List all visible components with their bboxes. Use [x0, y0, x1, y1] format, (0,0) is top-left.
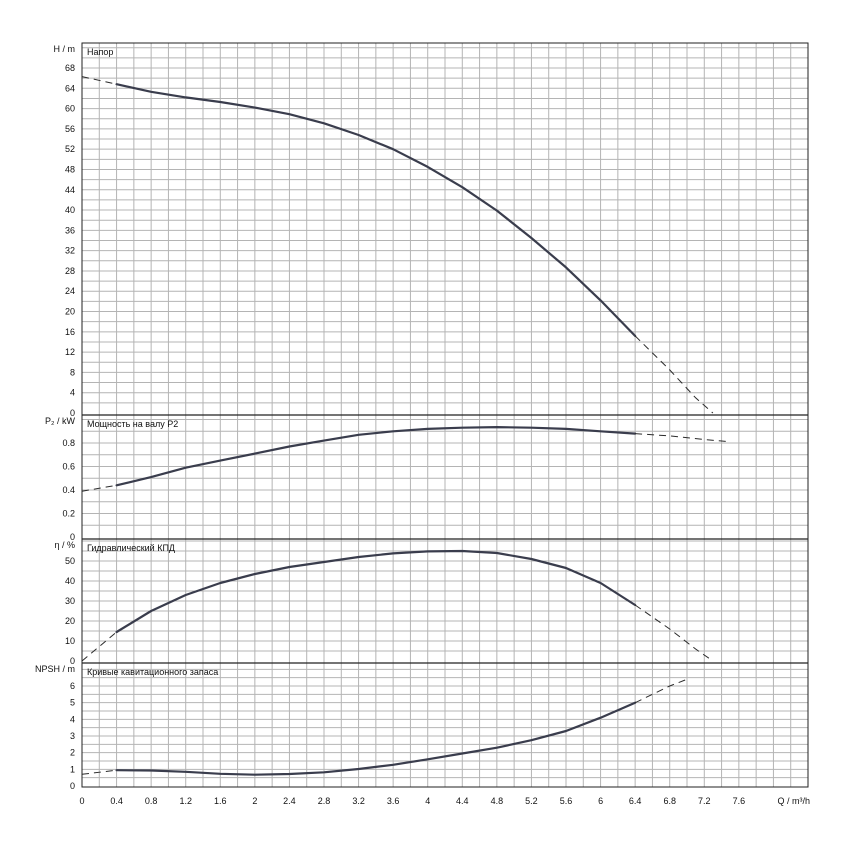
head-ytick-label: 12	[65, 347, 75, 357]
x-tick-label: 2	[252, 796, 257, 806]
power-ytick-label: 0	[70, 532, 75, 542]
power-ytick-label: 0.6	[62, 462, 75, 472]
curves-layer	[81, 76, 731, 776]
power-ytick-label: 0.8	[62, 438, 75, 448]
npsh-ytick-label: 5	[70, 698, 75, 708]
head-curve-extrapolated-end	[634, 335, 714, 414]
npsh-y-axis-label: NPSH / m	[35, 664, 75, 674]
x-tick-label: 6	[598, 796, 603, 806]
head-ytick-label: 0	[70, 408, 75, 418]
x-tick-label: 4	[425, 796, 430, 806]
efficiency-curve	[115, 549, 637, 634]
head-curve	[115, 83, 637, 337]
efficiency-curve-extrapolated-start	[81, 631, 117, 662]
head-panel-title: Напор	[87, 47, 113, 57]
npsh-ytick-label: 0	[70, 781, 75, 791]
x-tick-label: 6.8	[663, 796, 676, 806]
head-ytick-label: 8	[70, 367, 75, 377]
x-tick-label: 1.6	[214, 796, 227, 806]
head-y-axis-label: H / m	[54, 44, 76, 54]
x-tick-label: 5.6	[560, 796, 573, 806]
head-ytick-label: 60	[65, 104, 75, 114]
panel-titles-layer: Напор Мощность на валу P2 Гидравлический К…	[87, 47, 218, 677]
efficiency-ytick-label: 40	[65, 576, 75, 586]
head-ytick-label: 56	[65, 124, 75, 134]
power-y-axis-label: P₂ / kW	[45, 416, 75, 426]
npsh-ytick-label: 2	[70, 748, 75, 758]
head-ytick-label: 20	[65, 307, 75, 317]
x-tick-label: 2.4	[283, 796, 296, 806]
efficiency-curve-extrapolated-end	[634, 604, 714, 662]
power-curve	[115, 426, 637, 487]
power-panel-title: Мощность на валу P2	[87, 419, 178, 429]
npsh-panel-title: Кривые кавитационного запаса	[87, 667, 218, 677]
power-ytick-label: 0.4	[62, 485, 75, 495]
head-ytick-label: 64	[65, 83, 75, 93]
x-tick-label: 0.4	[110, 796, 123, 806]
power-curve-extrapolated-end	[635, 433, 731, 443]
x-tick-label: 5.2	[525, 796, 538, 806]
efficiency-y-axis-label: η / %	[54, 540, 75, 550]
efficiency-ytick-label: 50	[65, 556, 75, 566]
efficiency-panel-title: Гидравлический КПД	[87, 543, 175, 553]
head-ytick-label: 36	[65, 225, 75, 235]
npsh-ytick-label: 1	[70, 764, 75, 774]
head-curve-extrapolated-start	[81, 76, 117, 85]
power-curve-extrapolated-start	[81, 484, 117, 492]
x-axis-label: Q / m³/h	[777, 796, 810, 806]
head-ytick-label: 4	[70, 388, 75, 398]
npsh-curve	[115, 701, 637, 776]
x-tick-label: 4.4	[456, 796, 469, 806]
head-ytick-label: 24	[65, 286, 75, 296]
efficiency-ytick-label: 0	[70, 656, 75, 666]
head-ytick-label: 28	[65, 266, 75, 276]
efficiency-ytick-label: 30	[65, 596, 75, 606]
npsh-curve-extrapolated-start	[81, 769, 117, 775]
frames-layer	[81, 42, 809, 788]
power-ytick-label: 0.2	[62, 509, 75, 519]
x-tick-label: 2.8	[318, 796, 331, 806]
npsh-curve-extrapolated-end	[634, 678, 688, 704]
efficiency-ytick-label: 10	[65, 636, 75, 646]
head-ytick-label: 40	[65, 205, 75, 215]
x-tick-label: 3.2	[352, 796, 365, 806]
x-tick-label: 7.6	[733, 796, 746, 806]
x-tick-label: 0.8	[145, 796, 158, 806]
head-ytick-label: 48	[65, 164, 75, 174]
x-tick-label: 4.8	[491, 796, 504, 806]
x-tick-label: 6.4	[629, 796, 642, 806]
x-tick-label: 3.6	[387, 796, 400, 806]
head-ytick-label: 68	[65, 63, 75, 73]
x-tick-label: 1.2	[179, 796, 192, 806]
x-tick-label: 7.2	[698, 796, 711, 806]
head-ytick-label: 44	[65, 185, 75, 195]
head-ytick-label: 16	[65, 327, 75, 337]
npsh-ytick-label: 6	[70, 681, 75, 691]
head-ytick-label: 52	[65, 144, 75, 154]
head-ytick-label: 32	[65, 246, 75, 256]
efficiency-ytick-label: 20	[65, 616, 75, 626]
npsh-ytick-label: 4	[70, 714, 75, 724]
npsh-ytick-label: 3	[70, 731, 75, 741]
x-tick-label: 0	[79, 796, 84, 806]
